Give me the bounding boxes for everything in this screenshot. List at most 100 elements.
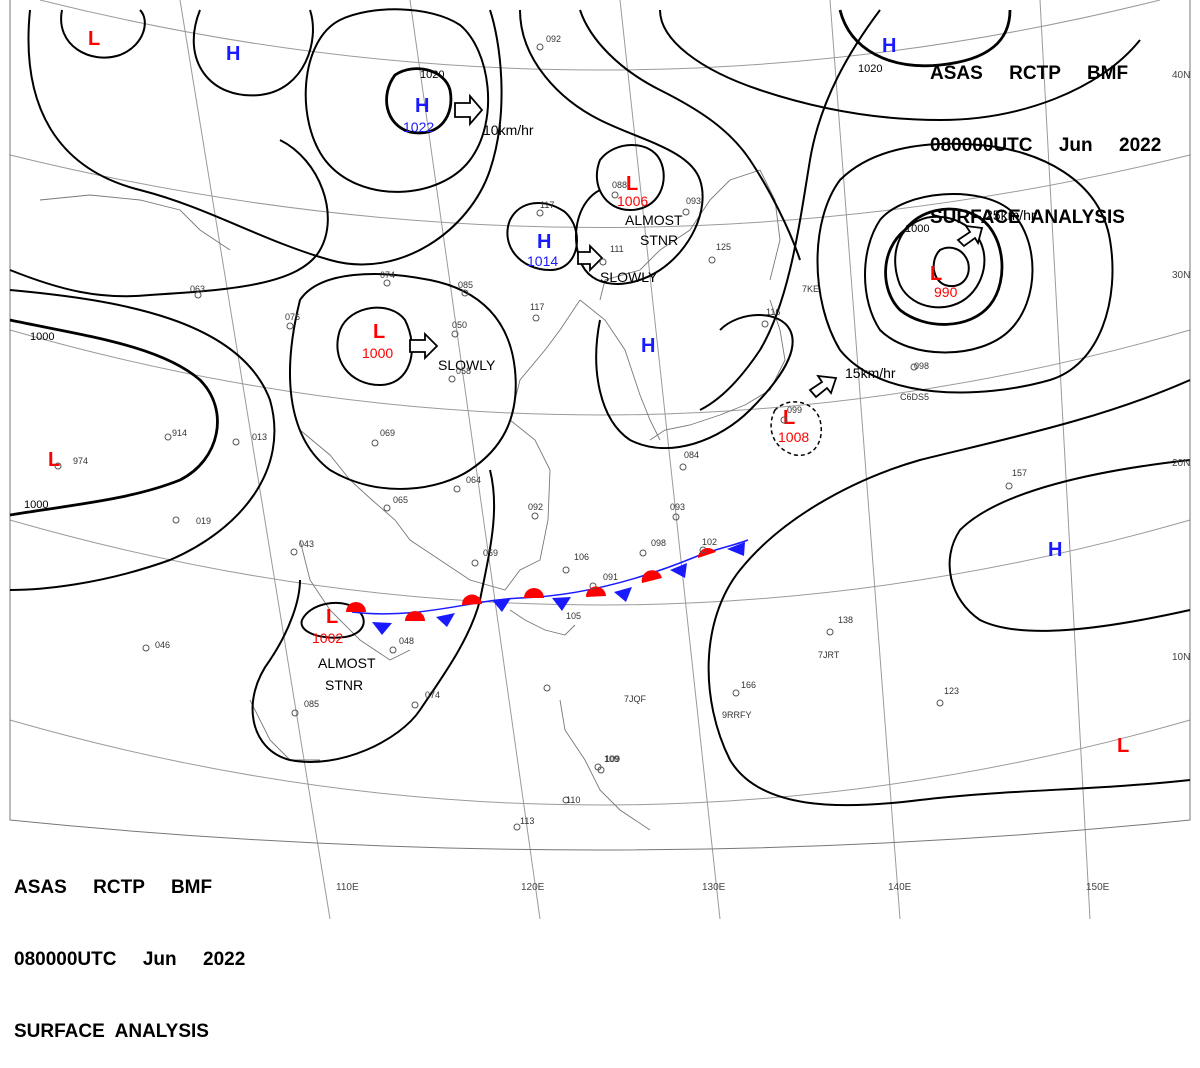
station-pressure: 091: [603, 572, 618, 582]
low-center-symbol: L: [326, 606, 338, 628]
station-pressure: 098: [914, 361, 929, 371]
isobar: [300, 601, 365, 639]
low-pressure-value: 1000: [362, 345, 393, 361]
station-pressure: 113: [520, 816, 534, 826]
motion-label: SLOWLY: [600, 269, 658, 285]
station-pressure: 914: [172, 428, 187, 438]
low-center-symbol: L: [373, 321, 385, 343]
station-pressure: 043: [299, 539, 314, 549]
station-id: 7JRT: [818, 650, 840, 660]
station-pressure: 069: [380, 428, 395, 438]
isobar-labels: 1020 1020 1000 1000 1000: [24, 63, 929, 511]
station-markers: [54, 43, 1013, 831]
station-pressure: 076: [285, 312, 300, 322]
isobar: [9, 289, 276, 591]
isobar: [770, 401, 822, 456]
high-pressure-value: 1022: [403, 119, 434, 135]
motion-label: 10km/hr: [483, 122, 534, 138]
arrow-icon: [577, 243, 604, 273]
arrow-icon: [956, 224, 984, 248]
latitude-label: 40N: [1172, 70, 1190, 81]
analysis-title-bottom-left: ASAS RCTP BMF 080000UTC Jun 2022 SURFACE…: [14, 828, 245, 1068]
title-line: 080000UTC Jun 2022: [930, 135, 1162, 156]
longitude-label: 140E: [888, 882, 912, 893]
isobar: [595, 314, 794, 449]
station-pressure: 105: [566, 611, 581, 621]
title-line: ASAS RCTP BMF: [14, 877, 213, 898]
isobar: [707, 379, 1191, 807]
title-line: 080000UTC Jun 2022: [14, 949, 246, 970]
isobar: [884, 207, 1004, 326]
high-center-symbol: H: [1048, 539, 1062, 561]
high-center-symbol: H: [415, 95, 429, 117]
title-line: ASAS RCTP BMF: [930, 63, 1129, 84]
arrow-icon: [454, 93, 484, 127]
station-pressure: 064: [466, 475, 481, 485]
station-pressure: 092: [528, 502, 543, 512]
low-pressure-value: 990: [934, 284, 958, 300]
arrow-icon: [409, 331, 439, 361]
surface-analysis-map: 1020 1020 1000 1000 1000: [9, 0, 1191, 919]
motion-label: STNR: [640, 232, 678, 248]
isobar: [579, 9, 801, 261]
low-center-symbol: L: [783, 407, 795, 429]
low-pressure-value: 1002: [312, 630, 343, 646]
station-id: C6DS5: [900, 392, 929, 402]
stationary-front: [346, 539, 749, 635]
high-center-symbol: H: [226, 43, 240, 65]
low-center-symbol: L: [626, 173, 638, 195]
station-pressure: 046: [155, 640, 170, 650]
longitude-label: 110E: [336, 882, 359, 893]
isobar-label: 1000: [905, 223, 929, 235]
isobar: [699, 9, 881, 411]
graticule-labels: 40N 30N 20N 10N 110E 120E 130E 140E 150E: [336, 70, 1190, 893]
low-center-symbol: L: [48, 449, 60, 471]
motion-arrows: [409, 93, 984, 399]
low-center-symbol: L: [930, 263, 942, 285]
station-pressure: 117: [530, 302, 544, 312]
low-pressure-value: 1006: [617, 193, 648, 209]
isobar: [289, 273, 517, 490]
station-pressure: 123: [944, 686, 959, 696]
low-pressure-value: 1008: [778, 429, 809, 445]
isobar: [659, 9, 1141, 122]
station-pressure: 092: [546, 34, 561, 44]
isobar: [251, 469, 496, 763]
isobar: [932, 246, 970, 288]
high-center-symbol: H: [537, 231, 551, 253]
station-pressure: 074: [380, 270, 395, 280]
station-id: 9RRFY: [722, 710, 752, 720]
arrow-icon: [808, 374, 838, 399]
motion-label: 25km/hr: [985, 207, 1036, 223]
station-pressure: 166: [741, 680, 756, 690]
isobar: [9, 139, 329, 298]
station-pressure: 058: [456, 366, 471, 376]
longitude-label: 150E: [1086, 882, 1110, 893]
isobar: [948, 459, 1191, 632]
station-pressure: 048: [399, 636, 414, 646]
station-pressure: 059: [483, 548, 498, 558]
station-readings: 092 088 093 117 111 125 085 117 063 074 …: [73, 34, 1027, 826]
station-pressure: 138: [838, 615, 853, 625]
station-pressure: 109: [605, 754, 620, 764]
station-id: 7KE: [802, 284, 819, 294]
coastlines: [39, 169, 786, 831]
latitude-label: 20N: [1172, 458, 1190, 469]
isobar: [304, 8, 490, 193]
station-pressure: 085: [304, 699, 319, 709]
motion-label: 15km/hr: [845, 365, 896, 381]
station-pressure: 019: [196, 516, 211, 526]
longitude-label: 130E: [702, 882, 726, 893]
station-pressure: 013: [252, 432, 267, 442]
low-center-symbol: L: [1117, 735, 1129, 757]
analysis-title-top-right: ASAS RCTP BMF 080000UTC Jun 2022 SURFACE…: [930, 14, 1161, 254]
motion-label: STNR: [325, 677, 363, 693]
isobar: [27, 9, 503, 266]
isobar: [9, 318, 219, 517]
station-pressure: 117: [540, 200, 554, 210]
station-pressure: 116: [766, 307, 780, 317]
motion-label: ALMOST: [625, 212, 683, 228]
station-pressure: 111: [610, 244, 624, 254]
isobar: [894, 215, 986, 309]
isobar: [192, 9, 314, 97]
